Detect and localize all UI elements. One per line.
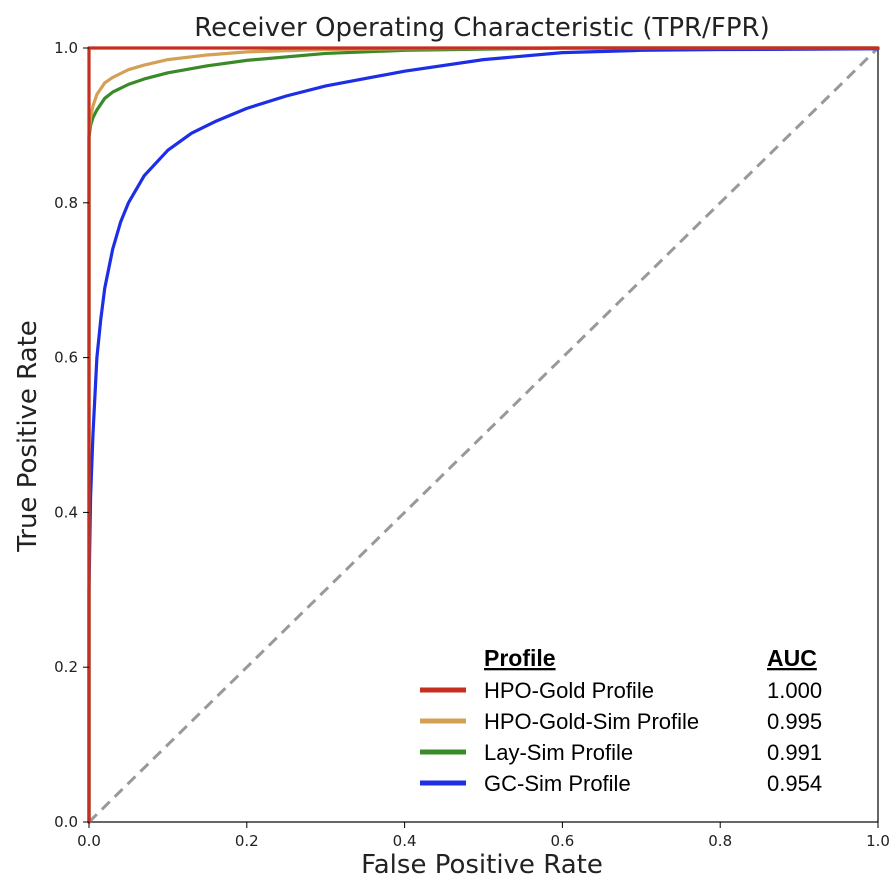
series-line-gc-sim-profile bbox=[87, 47, 880, 824]
legend-header-profile: Profile bbox=[484, 645, 556, 671]
legend-entry-name: HPO-Gold Profile bbox=[484, 678, 654, 703]
x-tick-label: 0.4 bbox=[393, 832, 417, 850]
x-tick-label: 0.2 bbox=[235, 832, 259, 850]
legend-entry-auc: 0.954 bbox=[767, 771, 822, 796]
legend-entry-name: HPO-Gold-Sim Profile bbox=[484, 709, 699, 734]
x-tick-label: 0.0 bbox=[77, 832, 101, 850]
x-tick-label: 0.8 bbox=[708, 832, 732, 850]
y-tick-label: 0.2 bbox=[54, 658, 78, 676]
legend-entry-name: Lay-Sim Profile bbox=[484, 740, 633, 765]
legend-entry-auc: 1.000 bbox=[767, 678, 822, 703]
y-tick-label: 0.6 bbox=[54, 349, 78, 367]
y-axis-label: True Positive Rate bbox=[13, 320, 43, 553]
y-tick-label: 0.4 bbox=[54, 503, 78, 521]
series-line-chance bbox=[87, 46, 880, 824]
plot-area bbox=[87, 46, 880, 824]
legend-entry-name: GC-Sim Profile bbox=[484, 771, 631, 796]
x-tick-label: 1.0 bbox=[866, 832, 890, 850]
chart-title: Receiver Operating Characteristic (TPR/F… bbox=[194, 13, 769, 43]
legend: Profile AUC HPO-Gold Profile 1.000 HPO-Gold-… bbox=[420, 645, 822, 796]
legend-entry-auc: 0.991 bbox=[767, 740, 822, 765]
legend-entry-auc: 0.995 bbox=[767, 709, 822, 734]
legend-header-auc: AUC bbox=[767, 645, 817, 671]
x-tick-label: 0.6 bbox=[550, 832, 574, 850]
y-tick-label: 0.8 bbox=[54, 194, 78, 212]
y-tick-label: 0.0 bbox=[54, 813, 78, 831]
axis-ticks: 0.0 0.2 0.4 0.6 0.8 1.0 0.0 0.2 0.4 0.6 0.8 1.0 bbox=[54, 39, 890, 850]
x-axis-label: False Positive Rate bbox=[361, 850, 603, 879]
y-tick-label: 1.0 bbox=[54, 39, 78, 57]
